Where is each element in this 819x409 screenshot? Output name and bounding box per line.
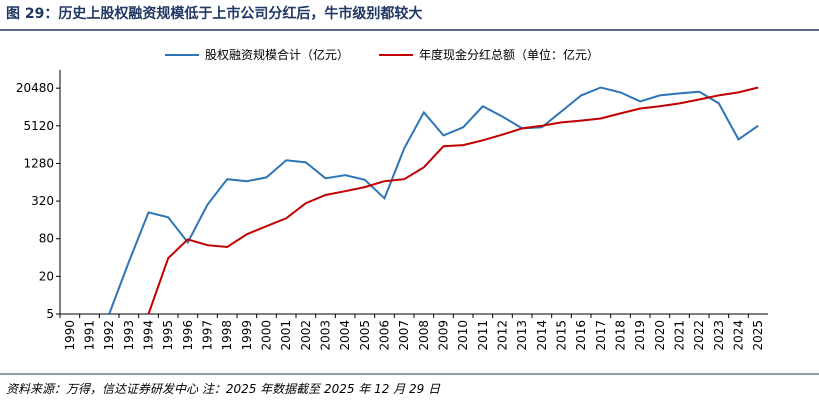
series-line: [147, 86, 759, 315]
x-tick-label: 2011: [476, 320, 490, 351]
x-tick-label: 1997: [201, 320, 215, 351]
y-tick-label: 320: [31, 194, 54, 208]
x-tick-label: 2004: [338, 320, 352, 351]
x-tick-label: 2012: [496, 320, 510, 351]
x-tick-label: 2007: [397, 320, 411, 351]
x-tick-label: 2003: [319, 320, 333, 351]
x-tick-label: 1996: [181, 320, 195, 351]
x-tick-label: 2020: [653, 320, 667, 351]
x-tick-label: 2024: [732, 320, 746, 351]
x-tick-label: 2019: [633, 320, 647, 351]
x-tick-label: 2022: [692, 320, 706, 351]
x-tick-label: 2010: [456, 320, 470, 351]
x-tick-label: 2005: [358, 320, 372, 351]
x-tick-label: 1992: [102, 320, 116, 351]
x-tick-label: 2014: [535, 320, 549, 351]
legend-label: 股权融资规模合计（亿元）: [205, 47, 349, 62]
y-tick-label: 20480: [16, 81, 54, 95]
x-tick-label: 1994: [142, 320, 156, 351]
x-tick-label: 2002: [299, 320, 313, 351]
legend-label: 年度现金分红总额（单位：亿元）: [419, 47, 599, 62]
y-tick-label: 20: [39, 269, 54, 283]
source-note: 资料来源：万得，信达证券研发中心 注：2025 年数据截至 2025 年 12 …: [6, 382, 441, 396]
x-tick-label: 2018: [614, 320, 628, 351]
x-tick-label: 1990: [63, 320, 77, 351]
x-tick-label: 2016: [574, 320, 588, 351]
chart-title: 图 29：历史上股权融资规模低于上市公司分红后，牛市级别都较大: [6, 5, 422, 22]
x-tick-label: 2008: [417, 320, 431, 351]
x-tick-label: 2006: [378, 320, 392, 351]
x-tick-label: 1995: [161, 320, 175, 351]
x-tick-label: 2015: [555, 320, 569, 351]
y-tick-label: 1280: [23, 156, 54, 170]
x-tick-label: 2025: [751, 320, 765, 351]
x-tick-label: 1991: [83, 320, 97, 351]
x-tick-label: 2000: [260, 320, 274, 351]
x-tick-label: 2021: [673, 320, 687, 351]
x-tick-label: 1998: [220, 320, 234, 351]
x-tick-label: 2009: [437, 320, 451, 351]
x-tick-label: 1999: [240, 320, 254, 351]
x-tick-label: 2013: [515, 320, 529, 351]
y-tick-label: 80: [39, 232, 54, 246]
y-tick-label: 5120: [23, 119, 54, 133]
series-line: [108, 86, 759, 315]
x-tick-label: 2017: [594, 320, 608, 351]
x-tick-label: 2023: [712, 320, 726, 351]
y-tick-label: 5: [46, 307, 54, 321]
x-tick-label: 2001: [279, 320, 293, 351]
x-tick-label: 1993: [122, 320, 136, 351]
